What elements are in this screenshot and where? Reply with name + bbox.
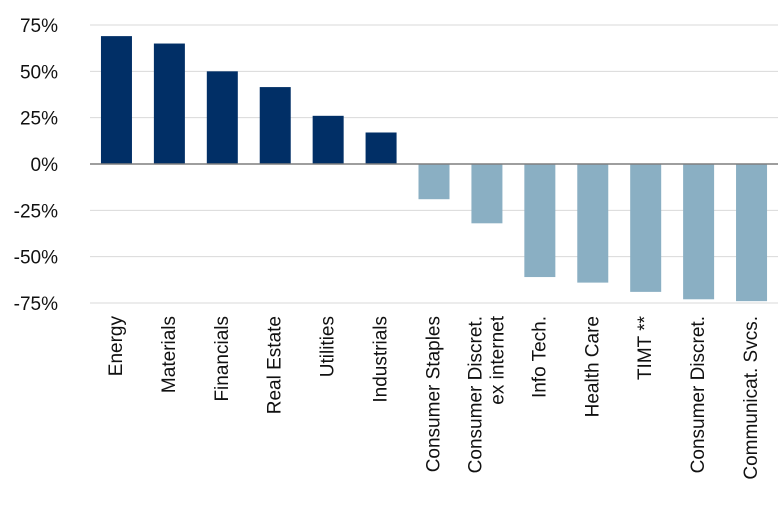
category-label-line: Energy [106,316,127,377]
category-label-line: Consumer Discret. [465,316,486,473]
category-label: Consumer Discret. ex internet [465,315,508,473]
category-label-line: Materials [159,316,180,393]
y-axis-tick-labels: 75% 50% 25% 0% -25% -50% -75% [14,16,58,315]
category-label-line: Communicat. Svcs. [741,316,762,480]
category-label: Materials [159,316,180,393]
category-label: Utilities [318,316,339,377]
bar [471,164,503,224]
category-labels: Energy Materials Financials Real Estate Util… [106,315,762,479]
bar [206,71,238,164]
category-label: Financials [212,316,233,402]
bar [524,164,556,278]
category-label-line: ex internet [487,315,508,404]
category-label: Info Tech. [529,316,550,398]
category-label: Health Care [582,316,603,417]
bar [418,164,450,200]
category-label: TIMT ** [635,315,656,380]
y-tick-label: 75% [20,16,58,37]
y-tick-label: -75% [14,294,58,315]
y-tick-label: 0% [31,155,59,176]
y-tick-label: -50% [14,248,58,269]
category-label-line: Financials [212,316,233,402]
category-label-line: Industrials [371,316,392,403]
y-tick-label: 50% [20,62,58,83]
bar [630,164,662,292]
bar [153,43,185,164]
category-label-line: Utilities [318,316,339,377]
category-label-line: Info Tech. [529,316,550,398]
category-label: Real Estate [265,316,286,414]
bar [736,164,768,302]
bars [100,36,768,302]
bar [259,87,291,164]
bar [683,164,715,300]
category-label: Energy [106,316,127,377]
bar [100,36,132,165]
category-label-line: Real Estate [265,316,286,414]
y-tick-label: 25% [20,109,58,130]
bar [312,115,344,164]
category-label: Consumer Discret. [688,316,709,473]
category-label: Industrials [371,316,392,403]
bar [365,132,397,164]
grid-lines [90,24,778,304]
bar [577,164,609,283]
y-tick-label: -25% [14,201,58,222]
category-label-line: Consumer Discret. [688,316,709,473]
category-label: Communicat. Svcs. [741,316,762,480]
category-label-line: TIMT ** [635,315,656,380]
category-label-line: Health Care [582,316,603,417]
category-label-line: Consumer Staples [424,316,445,472]
category-label: Consumer Staples [424,316,445,472]
